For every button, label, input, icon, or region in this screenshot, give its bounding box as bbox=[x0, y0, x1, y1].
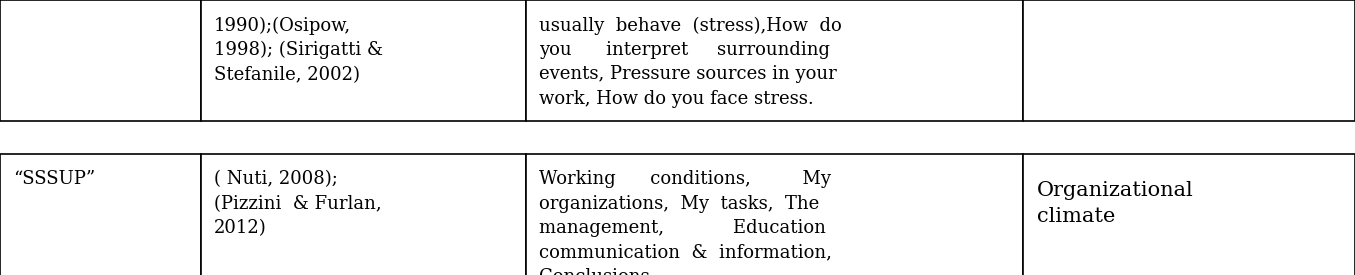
Text: Organizational
climate: Organizational climate bbox=[1037, 182, 1194, 226]
Bar bbox=[526, 154, 1023, 275]
Bar bbox=[0, 154, 201, 275]
Bar bbox=[1023, 0, 1355, 121]
Text: usually  behave  (stress),How  do
you      interpret     surrounding
events, Pre: usually behave (stress),How do you inter… bbox=[539, 16, 841, 108]
Bar bbox=[201, 154, 526, 275]
Text: 1990);(Osipow,
1998); (Sirigatti &
Stefanile, 2002): 1990);(Osipow, 1998); (Sirigatti & Stefa… bbox=[214, 16, 383, 84]
Bar bbox=[526, 0, 1023, 121]
Bar bbox=[1023, 154, 1355, 275]
Bar bbox=[0, 0, 201, 121]
Text: ( Nuti, 2008);
(Pizzini  & Furlan,
2012): ( Nuti, 2008); (Pizzini & Furlan, 2012) bbox=[214, 170, 382, 237]
Bar bbox=[201, 0, 526, 121]
Text: Working      conditions,         My
organizations,  My  tasks,  The
management, : Working conditions, My organizations, My… bbox=[539, 170, 832, 275]
Text: “SSSUP”: “SSSUP” bbox=[14, 170, 96, 188]
